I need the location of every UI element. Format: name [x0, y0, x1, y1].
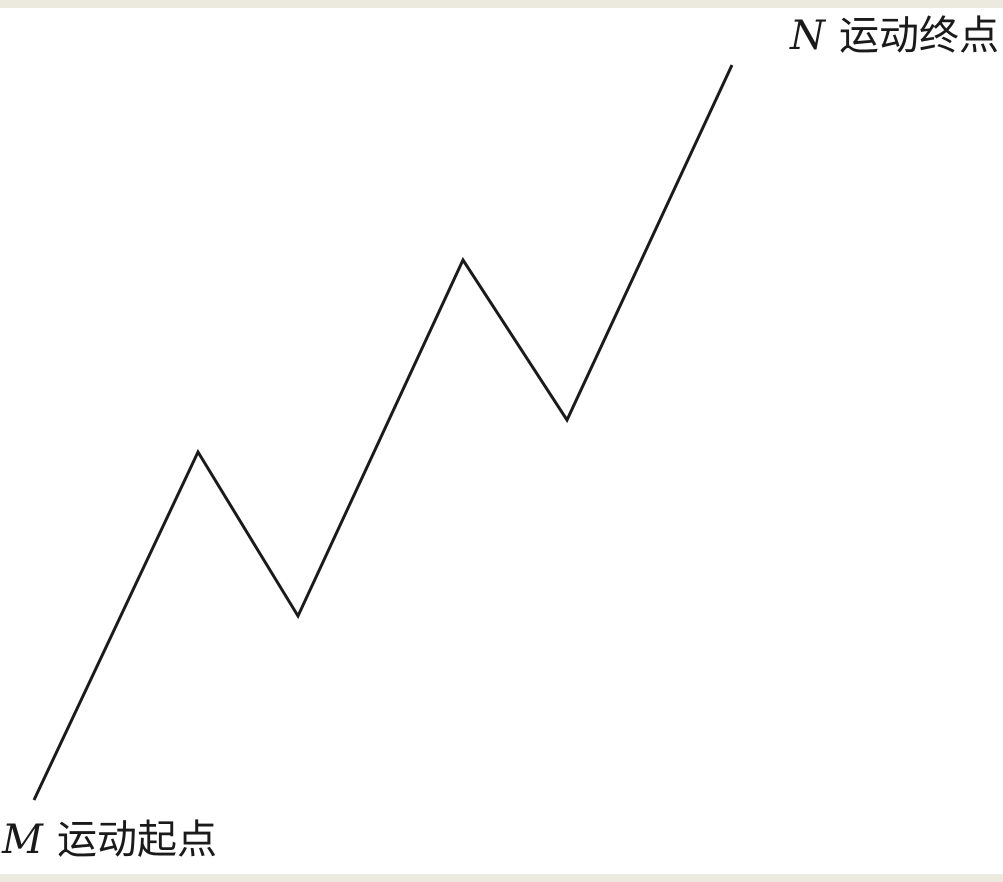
start-point-label: M 运动起点: [2, 820, 217, 860]
diagram-background: [0, 8, 1003, 874]
start-point-letter: M: [2, 817, 43, 863]
zigzag-path: [32, 64, 734, 801]
end-point-letter: N: [790, 13, 825, 59]
end-point-caption: 运动终点: [839, 13, 999, 59]
start-point-caption: 运动起点: [56, 817, 217, 863]
end-point-label: N 运动终点: [790, 16, 999, 56]
